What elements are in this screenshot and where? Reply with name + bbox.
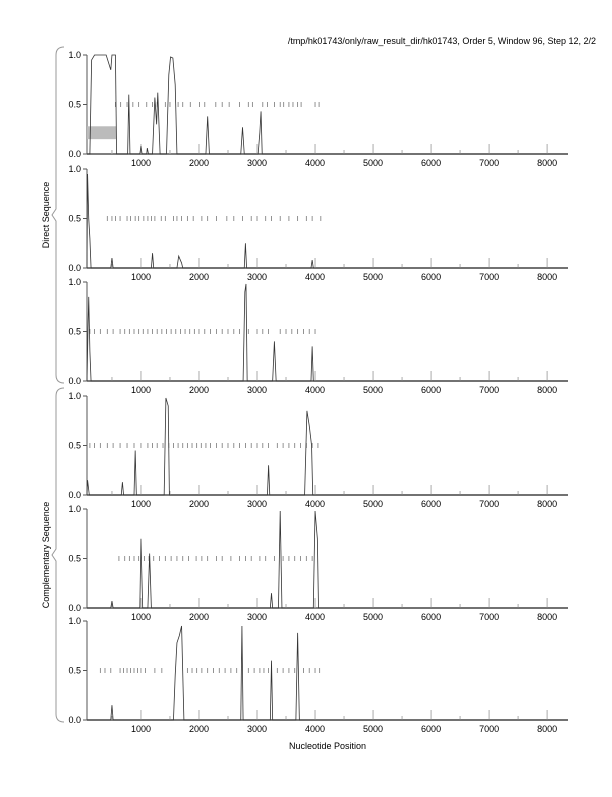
x-tick-label: 7000 <box>479 612 499 622</box>
x-tick-label: 1000 <box>131 158 151 168</box>
x-tick-label: 5000 <box>363 612 383 622</box>
x-tick-label: 4000 <box>305 272 325 282</box>
x-tick-label: 3000 <box>247 385 267 395</box>
coding-potential-line <box>87 625 568 721</box>
y-tick-label: 0.0 <box>68 603 81 613</box>
y-tick-label: 1.0 <box>68 504 81 514</box>
y-tick-label: 0.5 <box>68 327 81 337</box>
x-tick-label: 5000 <box>363 385 383 395</box>
y-tick-label: 0.5 <box>68 554 81 564</box>
x-tick-label: 7000 <box>479 158 499 168</box>
group-bracket <box>51 387 65 723</box>
x-tick-label: 2000 <box>189 724 209 734</box>
x-tick-label: 3000 <box>247 158 267 168</box>
x-tick-label: 1000 <box>131 499 151 509</box>
x-tick-label: 4000 <box>305 724 325 734</box>
x-tick-label: 8000 <box>537 499 557 509</box>
x-tick-label: 8000 <box>537 385 557 395</box>
y-tick-label: 0.5 <box>68 441 81 451</box>
x-tick-label: 4000 <box>305 158 325 168</box>
coding-potential-line <box>86 283 568 382</box>
y-tick-label: 1.0 <box>68 391 81 401</box>
x-tick-label: 3000 <box>247 499 267 509</box>
y-tick-label: 0.5 <box>68 100 81 110</box>
x-tick-label: 6000 <box>421 724 441 734</box>
coding-potential-line <box>86 397 568 496</box>
chart-title: /tmp/hk01743/only/raw_result_dir/hk01743… <box>288 36 596 46</box>
x-tick-label: 3000 <box>247 272 267 282</box>
x-tick-label: 4000 <box>305 499 325 509</box>
group-bracket <box>51 46 65 384</box>
y-tick-label: 1.0 <box>68 277 81 287</box>
group-label: Direct Sequence <box>41 182 51 249</box>
y-tick-label: 0.5 <box>68 214 81 224</box>
x-tick-label: 7000 <box>479 385 499 395</box>
x-tick-label: 3000 <box>247 724 267 734</box>
x-tick-label: 2000 <box>189 612 209 622</box>
y-tick-label: 1.0 <box>68 50 81 60</box>
x-tick-label: 2000 <box>189 385 209 395</box>
x-tick-label: 5000 <box>363 158 383 168</box>
x-tick-label: 1000 <box>131 724 151 734</box>
y-tick-label: 0.5 <box>68 666 81 676</box>
x-tick-label: 1000 <box>131 272 151 282</box>
highlight-box <box>87 126 117 140</box>
x-tick-label: 6000 <box>421 158 441 168</box>
y-tick-label: 0.0 <box>68 149 81 159</box>
coding-potential-line <box>86 173 568 269</box>
x-tick-label: 1000 <box>131 385 151 395</box>
x-tick-label: 8000 <box>537 272 557 282</box>
y-tick-label: 0.0 <box>68 263 81 273</box>
x-tick-label: 4000 <box>305 612 325 622</box>
x-axis-label: Nucleotide Position <box>289 741 366 751</box>
x-tick-label: 6000 <box>421 612 441 622</box>
x-tick-label: 7000 <box>479 724 499 734</box>
x-tick-label: 5000 <box>363 724 383 734</box>
y-tick-label: 0.0 <box>68 376 81 386</box>
x-tick-label: 8000 <box>537 158 557 168</box>
x-tick-label: 2000 <box>189 272 209 282</box>
x-tick-label: 6000 <box>421 385 441 395</box>
group-label: Complementary Sequence <box>41 502 51 609</box>
x-tick-label: 8000 <box>537 612 557 622</box>
x-tick-label: 4000 <box>305 385 325 395</box>
x-tick-label: 3000 <box>247 612 267 622</box>
x-tick-label: 2000 <box>189 158 209 168</box>
x-tick-label: 5000 <box>363 499 383 509</box>
x-tick-label: 8000 <box>537 724 557 734</box>
x-tick-label: 5000 <box>363 272 383 282</box>
y-tick-label: 0.0 <box>68 715 81 725</box>
coding-potential-line <box>87 510 568 609</box>
x-tick-label: 6000 <box>421 272 441 282</box>
x-tick-label: 1000 <box>131 612 151 622</box>
x-tick-label: 6000 <box>421 499 441 509</box>
y-tick-label: 0.0 <box>68 490 81 500</box>
y-tick-label: 1.0 <box>68 164 81 174</box>
coding-potential-line <box>87 54 568 155</box>
x-tick-label: 2000 <box>189 499 209 509</box>
y-tick-label: 1.0 <box>68 616 81 626</box>
x-tick-label: 7000 <box>479 499 499 509</box>
x-tick-label: 7000 <box>479 272 499 282</box>
